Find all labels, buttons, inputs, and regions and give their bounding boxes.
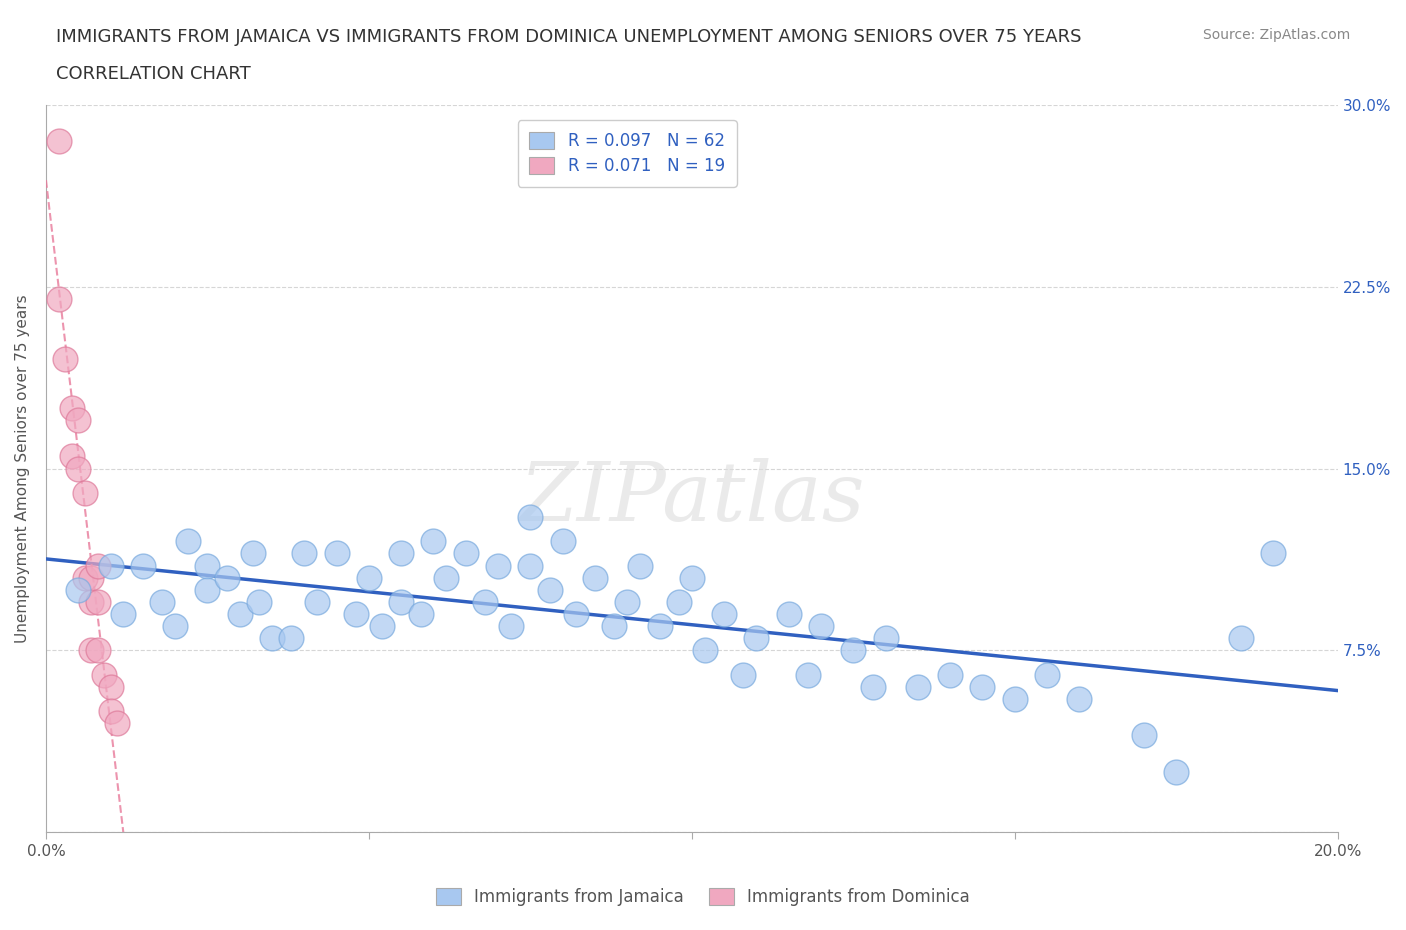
Point [519,510,541,525]
Point [668,594,690,609]
Point [583,570,606,585]
Point [100,704,122,719]
Point [80,594,103,609]
Point [1261,546,1284,561]
Point [105,716,128,731]
Point [307,594,329,609]
Point [197,558,219,573]
Point [132,558,155,573]
Point [713,606,735,621]
Point [810,618,832,633]
Point [371,618,394,633]
Point [60,449,83,464]
Point [939,668,962,683]
Point [53,352,76,366]
Point [907,680,929,695]
Point [60,401,83,416]
Point [1133,728,1156,743]
Text: CORRELATION CHART: CORRELATION CHART [56,65,252,83]
Point [972,680,994,695]
Point [628,558,651,573]
Point [344,606,367,621]
Legend: Immigrants from Jamaica, Immigrants from Dominica: Immigrants from Jamaica, Immigrants from… [429,881,977,912]
Point [260,631,283,645]
Point [357,570,380,585]
Point [1069,692,1091,707]
Point [1036,668,1059,683]
Point [797,668,820,683]
Point [67,413,90,428]
Point [389,594,412,609]
Point [86,558,108,573]
Point [73,570,96,585]
Y-axis label: Unemployment Among Seniors over 75 years: Unemployment Among Seniors over 75 years [15,294,30,643]
Point [745,631,768,645]
Point [842,643,865,658]
Point [48,134,70,149]
Point [242,546,264,561]
Point [681,570,703,585]
Point [693,643,716,658]
Point [80,643,103,658]
Text: IMMIGRANTS FROM JAMAICA VS IMMIGRANTS FROM DOMINICA UNEMPLOYMENT AMONG SENIORS O: IMMIGRANTS FROM JAMAICA VS IMMIGRANTS FR… [56,28,1081,46]
Point [80,570,103,585]
Point [325,546,347,561]
Point [474,594,496,609]
Point [150,594,173,609]
Point [519,558,541,573]
Point [197,582,219,597]
Point [86,643,108,658]
Point [454,546,477,561]
Point [538,582,561,597]
Point [100,680,122,695]
Point [112,606,135,621]
Point [67,461,90,476]
Point [280,631,302,645]
Point [1166,764,1188,779]
Point [292,546,315,561]
Point [616,594,638,609]
Point [48,291,70,306]
Point [73,485,96,500]
Point [778,606,800,621]
Point [422,534,444,549]
Point [486,558,509,573]
Point [648,618,671,633]
Point [434,570,457,585]
Point [733,668,755,683]
Point [1229,631,1251,645]
Point [551,534,574,549]
Point [86,594,108,609]
Point [100,558,122,573]
Point [247,594,270,609]
Point [409,606,432,621]
Text: Source: ZipAtlas.com: Source: ZipAtlas.com [1202,28,1350,42]
Point [215,570,238,585]
Point [177,534,200,549]
Point [564,606,586,621]
Point [165,618,187,633]
Legend: R = 0.097   N = 62, R = 0.071   N = 19: R = 0.097 N = 62, R = 0.071 N = 19 [517,120,737,187]
Point [603,618,626,633]
Point [93,668,115,683]
Point [67,582,90,597]
Point [389,546,412,561]
Point [862,680,884,695]
Point [228,606,250,621]
Point [499,618,522,633]
Point [1004,692,1026,707]
Point [875,631,897,645]
Text: ZIPatlas: ZIPatlas [519,458,865,538]
